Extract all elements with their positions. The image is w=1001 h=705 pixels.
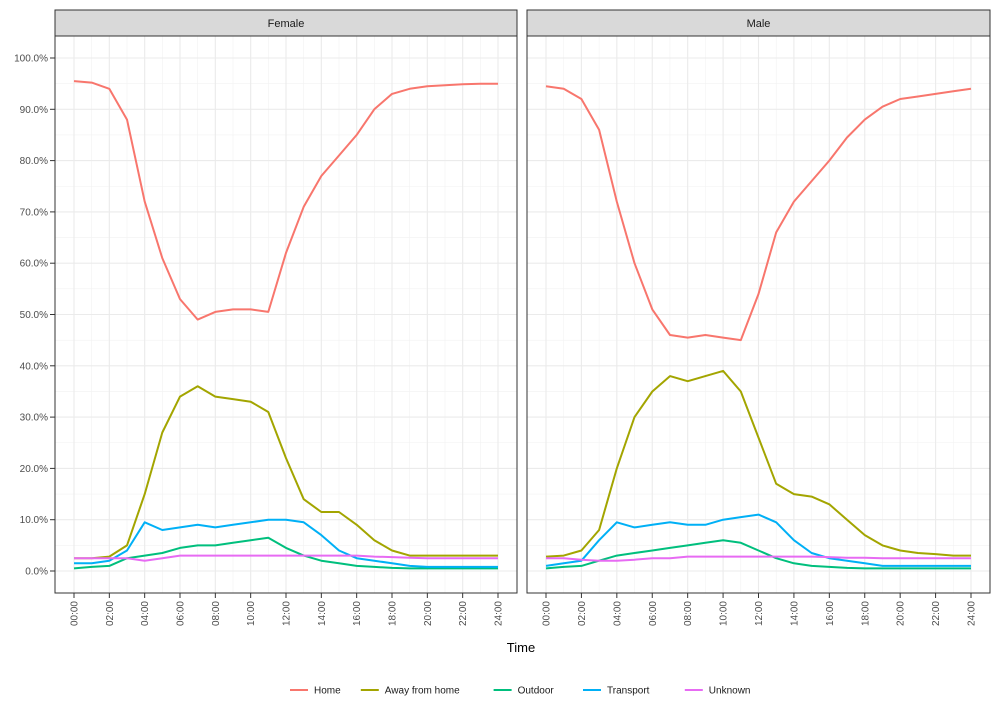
series-line-home bbox=[545, 85, 972, 342]
x-tick-label: 06:00 bbox=[648, 601, 659, 626]
x-tick-label: 10:00 bbox=[246, 601, 257, 626]
series-line-transport bbox=[74, 518, 498, 568]
series-line-outdoor bbox=[73, 536, 498, 570]
legend-item: Transport bbox=[583, 686, 650, 697]
x-tick-label: 08:00 bbox=[211, 601, 222, 626]
panel-male: Male 00:00 02:00 04:00 06:00 08:00 10:00 12:00 1… bbox=[526, 9, 991, 626]
x-tick-label: 00:00 bbox=[70, 601, 81, 626]
y-tick-label: 20.0% bbox=[20, 464, 48, 475]
y-tick-label: 50.0% bbox=[20, 310, 48, 321]
x-tick-label: 16:00 bbox=[352, 601, 363, 626]
y-tick-label: 100.0% bbox=[14, 54, 48, 65]
legend-label: Unknown bbox=[709, 686, 751, 697]
x-tick-label: 14:00 bbox=[789, 601, 800, 626]
legend-label: Home bbox=[314, 686, 341, 697]
x-tick-label: 24:00 bbox=[494, 601, 505, 626]
series-line-away-from-home bbox=[545, 369, 971, 558]
legend-item: Away from home bbox=[360, 686, 460, 697]
series-line-unknown bbox=[74, 554, 498, 562]
y-tick-label: 30.0% bbox=[20, 413, 48, 424]
y-axis: 0.0% 10.0% 20.0% 30.0% 40.0% 50.0% 60.0% 70.0% 8… bbox=[14, 54, 55, 578]
x-tick-label: 10:00 bbox=[719, 601, 730, 626]
legend: Home Away from home Outdoor Transport Unknow… bbox=[290, 686, 751, 697]
y-tick-label: 40.0% bbox=[20, 361, 48, 372]
y-tick-label: 90.0% bbox=[20, 105, 48, 116]
x-tick-label: 18:00 bbox=[388, 601, 399, 626]
legend-item: Unknown bbox=[684, 686, 751, 697]
x-tick-label: 08:00 bbox=[683, 601, 694, 626]
x-tick-label: 02:00 bbox=[577, 601, 588, 626]
x-tick-label: 12:00 bbox=[282, 601, 293, 626]
series-line-unknown bbox=[546, 555, 971, 562]
x-tick-label: 14:00 bbox=[317, 601, 328, 626]
x-tick-label: 20:00 bbox=[896, 601, 907, 626]
facet-label: Female bbox=[268, 18, 305, 30]
x-tick-label: 18:00 bbox=[860, 601, 871, 626]
x-tick-label: 22:00 bbox=[931, 601, 942, 626]
x-tick-label: 00:00 bbox=[542, 601, 553, 626]
x-axis-title: Time bbox=[507, 640, 535, 655]
x-tick-label: 04:00 bbox=[612, 601, 623, 626]
legend-item: Outdoor bbox=[493, 686, 555, 697]
y-tick-label: 10.0% bbox=[20, 515, 48, 526]
x-tick-label: 12:00 bbox=[754, 601, 765, 626]
y-tick-label: 0.0% bbox=[25, 567, 48, 578]
x-tick-label: 02:00 bbox=[105, 601, 116, 626]
panel-female: Female 00:00 02:00 04:00 06:00 08:00 10:00 12:0… bbox=[54, 9, 518, 626]
x-tick-label: 16:00 bbox=[825, 601, 836, 626]
series-line-away-from-home bbox=[74, 385, 498, 560]
legend-label: Outdoor bbox=[518, 686, 555, 697]
legend-item: Home bbox=[290, 686, 341, 697]
x-tick-label: 24:00 bbox=[967, 601, 978, 626]
panels: Female 00:00 02:00 04:00 06:00 08:00 10:00 12:0… bbox=[54, 9, 991, 626]
x-tick-label: 06:00 bbox=[176, 601, 187, 626]
x-tick-label: 20:00 bbox=[423, 601, 434, 626]
x-tick-label: 04:00 bbox=[140, 601, 151, 626]
series-line-transport bbox=[545, 513, 971, 567]
series-line-outdoor bbox=[545, 539, 971, 570]
legend-label: Away from home bbox=[385, 686, 460, 697]
y-tick-label: 80.0% bbox=[20, 156, 48, 167]
facet-strip bbox=[54, 9, 518, 37]
x-tick-label: 22:00 bbox=[458, 601, 469, 626]
y-tick-label: 70.0% bbox=[20, 207, 48, 218]
series-line-home bbox=[73, 80, 498, 321]
facet-label: Male bbox=[747, 18, 771, 30]
y-tick-label: 60.0% bbox=[20, 259, 48, 270]
legend-label: Transport bbox=[607, 686, 650, 697]
